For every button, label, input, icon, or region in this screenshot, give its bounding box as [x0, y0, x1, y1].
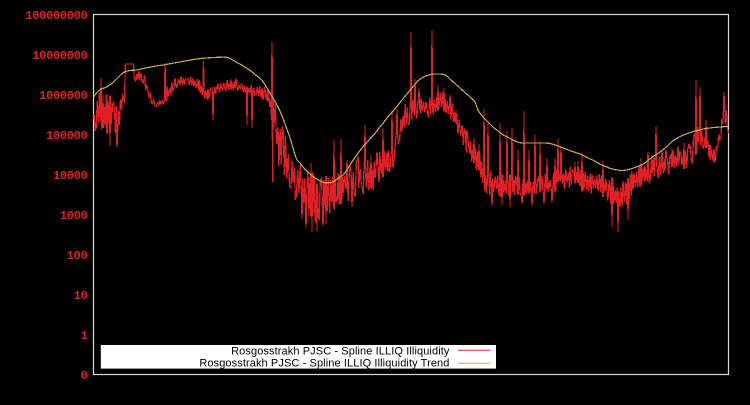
svg-text:10: 10: [74, 289, 88, 303]
svg-text:1: 1: [81, 329, 88, 343]
svg-text:10000: 10000: [53, 169, 88, 183]
svg-text:0: 0: [81, 369, 88, 383]
svg-text:Rosgosstrakh PJSC - Spline ILL: Rosgosstrakh PJSC - Spline ILLIQ Illiqui…: [231, 346, 450, 358]
svg-text:Rosgosstrakh PJSC - Spline ILL: Rosgosstrakh PJSC - Spline ILLIQ Illiqui…: [199, 357, 449, 369]
svg-text:100000: 100000: [46, 129, 88, 143]
svg-text:10000000: 10000000: [32, 49, 87, 63]
svg-text:100000000: 100000000: [25, 9, 87, 23]
svg-text:1000000: 1000000: [39, 89, 87, 103]
svg-text:1000: 1000: [60, 209, 88, 223]
svg-text:100: 100: [67, 249, 88, 263]
